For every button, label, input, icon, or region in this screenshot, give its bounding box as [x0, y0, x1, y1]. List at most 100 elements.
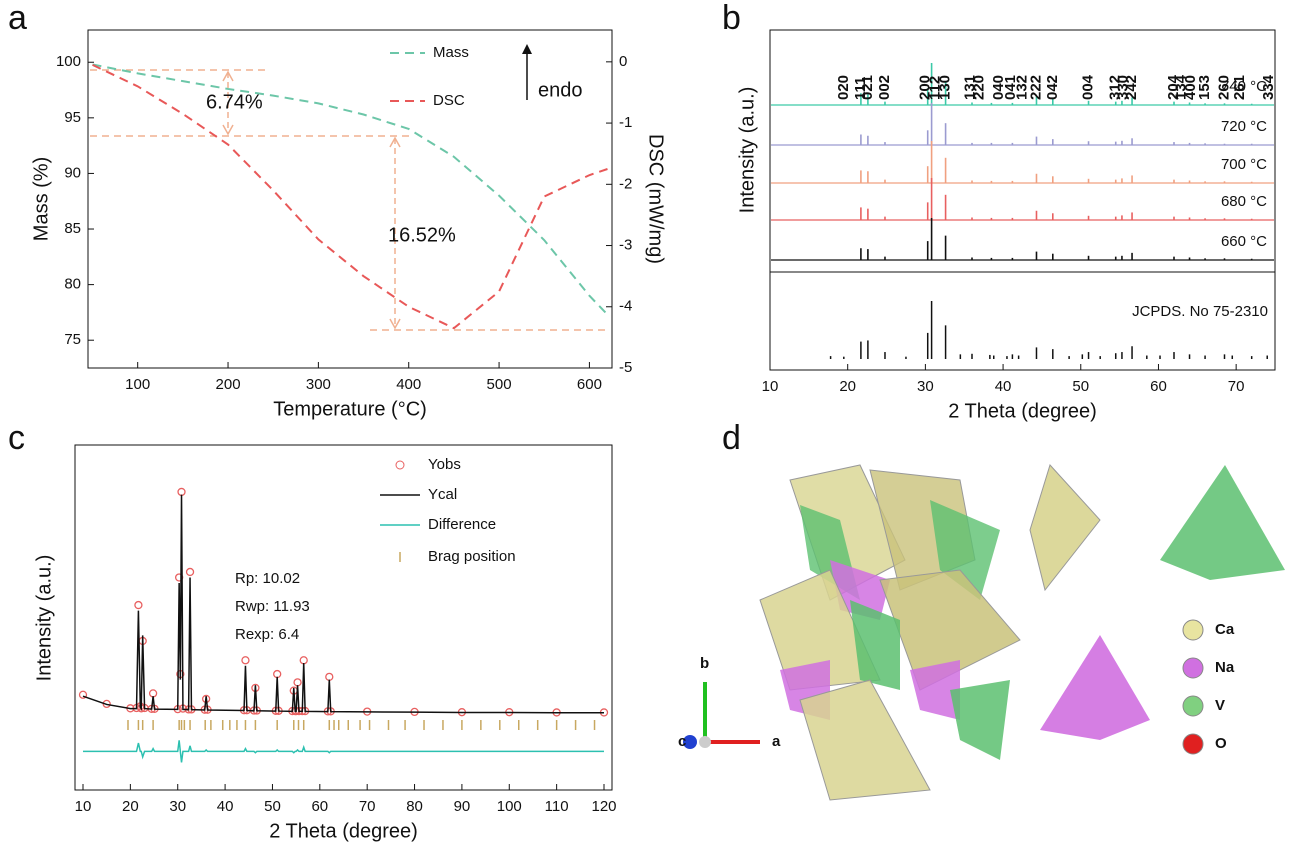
- observed-point: [273, 669, 282, 679]
- observed-point: [78, 690, 88, 699]
- tetrahedron: [950, 680, 1010, 760]
- series-line: [92, 63, 609, 316]
- y-tick-label: 90: [64, 164, 81, 181]
- observed-point: [185, 567, 195, 577]
- x-tick-label: 20: [122, 798, 139, 815]
- y-tick-label: 85: [64, 220, 81, 237]
- x-tick-label: 90: [454, 798, 471, 815]
- legend-label: O: [1215, 735, 1227, 752]
- axis-label: DSC (mW/mg): [645, 134, 667, 264]
- hkl-label: 334: [1260, 74, 1277, 100]
- observed-point: [177, 487, 186, 497]
- hkl-label: 041: [1002, 75, 1019, 100]
- annotation: endo: [538, 79, 583, 101]
- legend-label: Brag position: [428, 548, 516, 565]
- plot-frame: [74, 444, 613, 791]
- hkl-label: 111: [852, 77, 869, 100]
- axis-label: Intensity (a.u.): [33, 555, 55, 682]
- legend-label: Mass: [433, 44, 469, 61]
- panel-label: a: [8, 0, 27, 37]
- x-axis-label: Temperature (°C): [273, 398, 427, 420]
- axis-c: [683, 735, 697, 749]
- x-tick-label: 50: [1072, 378, 1089, 395]
- y-tick-label: 80: [64, 276, 81, 293]
- plot-frame: [87, 29, 613, 369]
- tetrahedron: [910, 660, 960, 720]
- legend-label: Ca: [1215, 621, 1235, 638]
- tetrahedron: [1160, 465, 1285, 580]
- tetrahedron: [850, 600, 900, 690]
- hkl-label: 130: [937, 75, 954, 100]
- y2-tick-label: -5: [619, 359, 632, 376]
- axis-name: c: [678, 733, 686, 750]
- hkl-label: 204: [1165, 74, 1182, 100]
- x-tick-label: 60: [1150, 378, 1167, 395]
- octahedron: [1029, 464, 1101, 592]
- x-tick-label: 110: [545, 798, 569, 815]
- x-tick-label: 20: [839, 378, 856, 395]
- x-tick-label: 60: [311, 798, 328, 815]
- legend-label: Difference: [428, 516, 496, 533]
- x-tick-label: 300: [306, 376, 331, 393]
- y2-tick-label: -1: [619, 114, 632, 131]
- panel-label: b: [722, 0, 741, 37]
- y2-tick-label: 0: [619, 53, 627, 70]
- x-tick-label: 70: [359, 798, 376, 815]
- hkl-label: 004: [1080, 74, 1097, 100]
- y-tick-label: 75: [64, 331, 81, 348]
- x-tick-label: 100: [497, 798, 522, 815]
- hkl-label: 040: [990, 75, 1007, 100]
- hkl-label: 222: [1027, 75, 1044, 100]
- hkl-label: 312: [1107, 75, 1124, 100]
- x-tick-label: 100: [125, 376, 150, 393]
- observed-point: [293, 678, 302, 687]
- x-tick-label: 40: [995, 378, 1012, 395]
- hkl-label: 220: [971, 75, 988, 100]
- hkl-label: 153: [1196, 75, 1213, 100]
- hkl-label: 242: [1123, 75, 1140, 100]
- x-tick-label: 600: [577, 376, 602, 393]
- axis-label: Mass (%): [30, 157, 52, 241]
- legend-label: Ycal: [428, 486, 457, 503]
- x-tick-label: 10: [762, 378, 779, 395]
- panel-label: d: [722, 419, 741, 457]
- hkl-label: 260: [1215, 75, 1232, 100]
- arrow-head: [389, 136, 401, 330]
- legend-swatch: [1182, 657, 1204, 679]
- panel-d-structure: [683, 464, 1285, 801]
- x-tick-label: 30: [917, 378, 934, 395]
- hkl-label: 132: [1013, 75, 1030, 100]
- legend-label: V: [1215, 697, 1225, 714]
- x-tick-label: 120: [591, 798, 616, 815]
- annotation: 6.74%: [206, 91, 263, 113]
- axis-name: a: [772, 733, 781, 750]
- axis-name: b: [700, 655, 709, 672]
- octahedron: [879, 569, 1021, 691]
- arrow-head: [522, 44, 532, 54]
- hkl-label: 112: [926, 76, 943, 100]
- axis-origin: [699, 736, 711, 748]
- hkl-label: 042: [1044, 75, 1061, 100]
- x-axis-label: 2 Theta (degree): [948, 400, 1097, 422]
- observed-point: [134, 600, 143, 610]
- hkl-label: 200: [916, 75, 933, 100]
- x-tick-label: 400: [396, 376, 421, 393]
- legend-label: DSC: [433, 92, 465, 109]
- axis-label: Intensity (a.u.): [736, 87, 758, 214]
- observed-point: [325, 672, 334, 681]
- x-tick-label: 80: [406, 798, 423, 815]
- tetrahedron: [1040, 635, 1150, 740]
- x-tick-label: 50: [264, 798, 281, 815]
- series-label: 720 °C: [1221, 118, 1267, 135]
- plot-frame: [769, 29, 1276, 371]
- observed-point: [148, 689, 158, 698]
- hkl-label: 330: [1114, 75, 1131, 100]
- observed-point: [241, 656, 250, 665]
- x-tick-label: 40: [217, 798, 234, 815]
- hkl-label: 400: [1182, 75, 1199, 100]
- y2-tick-label: -3: [619, 237, 632, 254]
- arrow-head: [222, 70, 234, 136]
- x-axis-label: 2 Theta (degree): [269, 820, 418, 842]
- series-label: 680 °C: [1221, 193, 1267, 210]
